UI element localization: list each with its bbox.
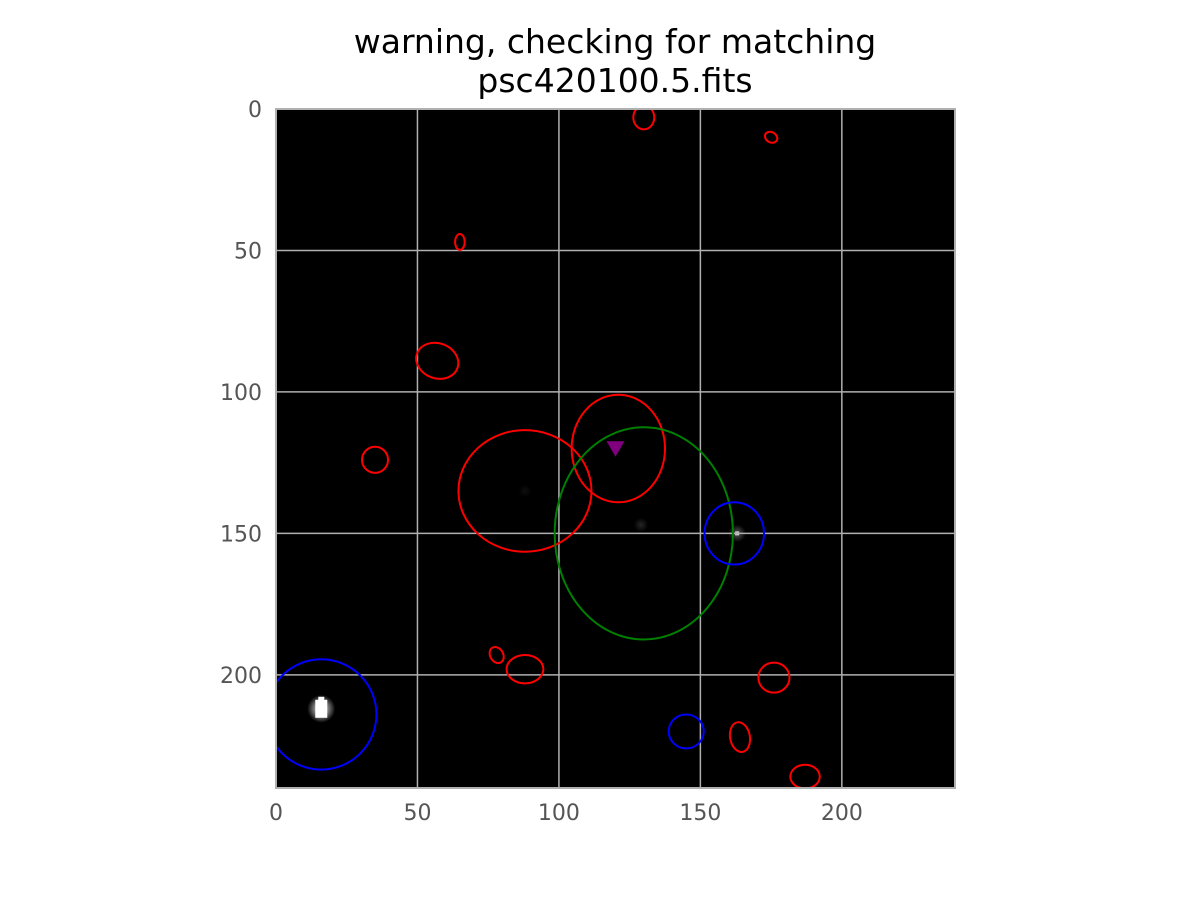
plot-frame <box>275 108 956 789</box>
source-ellipse <box>505 654 545 685</box>
target-marker <box>606 441 625 457</box>
source-ellipse <box>570 393 667 504</box>
y-tick-label: 50 <box>234 239 262 264</box>
source-ellipse <box>454 233 466 251</box>
image-source <box>518 484 532 498</box>
chart-title-line-1: warning, checking for matching <box>353 22 877 61</box>
y-tick-label: 100 <box>220 381 262 406</box>
source-ellipse <box>757 661 791 694</box>
chart-title-line-2: psc420100.5.fits <box>477 61 753 100</box>
chart-title: warning, checking for matching psc420100… <box>0 22 1200 100</box>
x-tick-label: 200 <box>821 801 863 826</box>
source-ellipse <box>632 109 656 131</box>
source-ellipse <box>728 721 752 753</box>
x-tick-label: 0 <box>269 801 283 826</box>
source-ellipse <box>415 341 460 380</box>
source-ellipse <box>488 645 505 665</box>
y-tick-label: 150 <box>220 522 262 547</box>
source-ellipse <box>276 658 378 771</box>
source-ellipse <box>789 763 821 788</box>
image-source <box>633 517 649 533</box>
image-source <box>307 694 336 723</box>
source-ellipse <box>763 130 779 144</box>
source-ellipse <box>457 429 593 553</box>
source-ellipse <box>361 445 390 474</box>
x-tick-label: 150 <box>679 801 721 826</box>
source-ellipse <box>703 501 766 566</box>
x-tick-label: 50 <box>403 801 431 826</box>
source-ellipse <box>667 713 705 750</box>
x-tick-label: 100 <box>538 801 580 826</box>
source-ellipse <box>553 426 734 641</box>
y-tick-label: 0 <box>248 98 262 123</box>
y-tick-label: 200 <box>220 664 262 689</box>
